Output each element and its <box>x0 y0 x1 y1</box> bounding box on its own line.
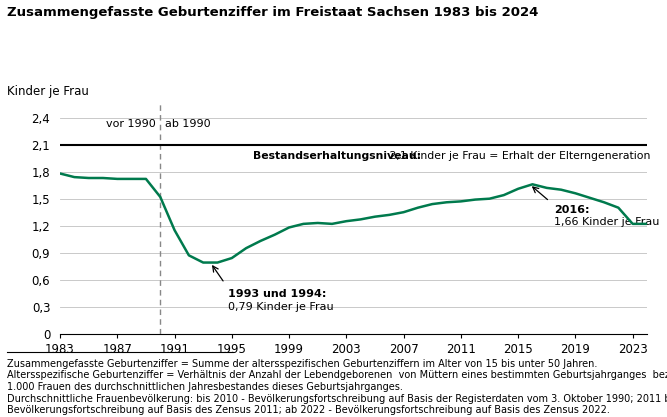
Text: Bestandserhaltungsniveau: 2,1 Kinder je Frau = Erhalt der Elterngeneration: Bestandserhaltungsniveau: 2,1 Kinder je … <box>253 151 666 161</box>
Text: Altersspezifische Geburtenziffer = Verhältnis der Anzahl der Lebendgeborenen  vo: Altersspezifische Geburtenziffer = Verhä… <box>7 370 667 380</box>
Text: 1.000 Frauen des durchschnittlichen Jahresbestandes dieses Geburtsjahrganges.: 1.000 Frauen des durchschnittlichen Jahr… <box>7 382 403 392</box>
Text: vor 1990: vor 1990 <box>106 119 156 129</box>
Text: Bevölkerungsfortschreibung auf Basis des Zensus 2011; ab 2022 - Bevölkerungsfort: Bevölkerungsfortschreibung auf Basis des… <box>7 405 610 415</box>
Text: 1993 und 1994:: 1993 und 1994: <box>227 289 326 299</box>
Text: 2016:: 2016: <box>554 205 590 215</box>
Text: 1,66 Kinder je Frau: 1,66 Kinder je Frau <box>554 217 659 227</box>
Text: 0,79 Kinder je Frau: 0,79 Kinder je Frau <box>227 302 333 312</box>
Text: ab 1990: ab 1990 <box>165 119 210 129</box>
Text: Zusammengefasste Geburtenziffer im Freistaat Sachsen 1983 bis 2024: Zusammengefasste Geburtenziffer im Freis… <box>7 6 538 19</box>
Text: Zusammengefasste Geburtenziffer = Summe der altersspezifischen Geburtenziffern i: Zusammengefasste Geburtenziffer = Summe … <box>7 359 597 369</box>
Text: Durchschnittliche Frauenbevölkerung: bis 2010 - Bevölkerungsfortschreibung auf B: Durchschnittliche Frauenbevölkerung: bis… <box>7 394 667 404</box>
Text: Bestandserhaltungsniveau:: Bestandserhaltungsniveau: <box>253 151 422 161</box>
Text: Kinder je Frau: Kinder je Frau <box>7 85 89 98</box>
Text: 2,1 Kinder je Frau = Erhalt der Elterngeneration: 2,1 Kinder je Frau = Erhalt der Elternge… <box>386 151 651 161</box>
